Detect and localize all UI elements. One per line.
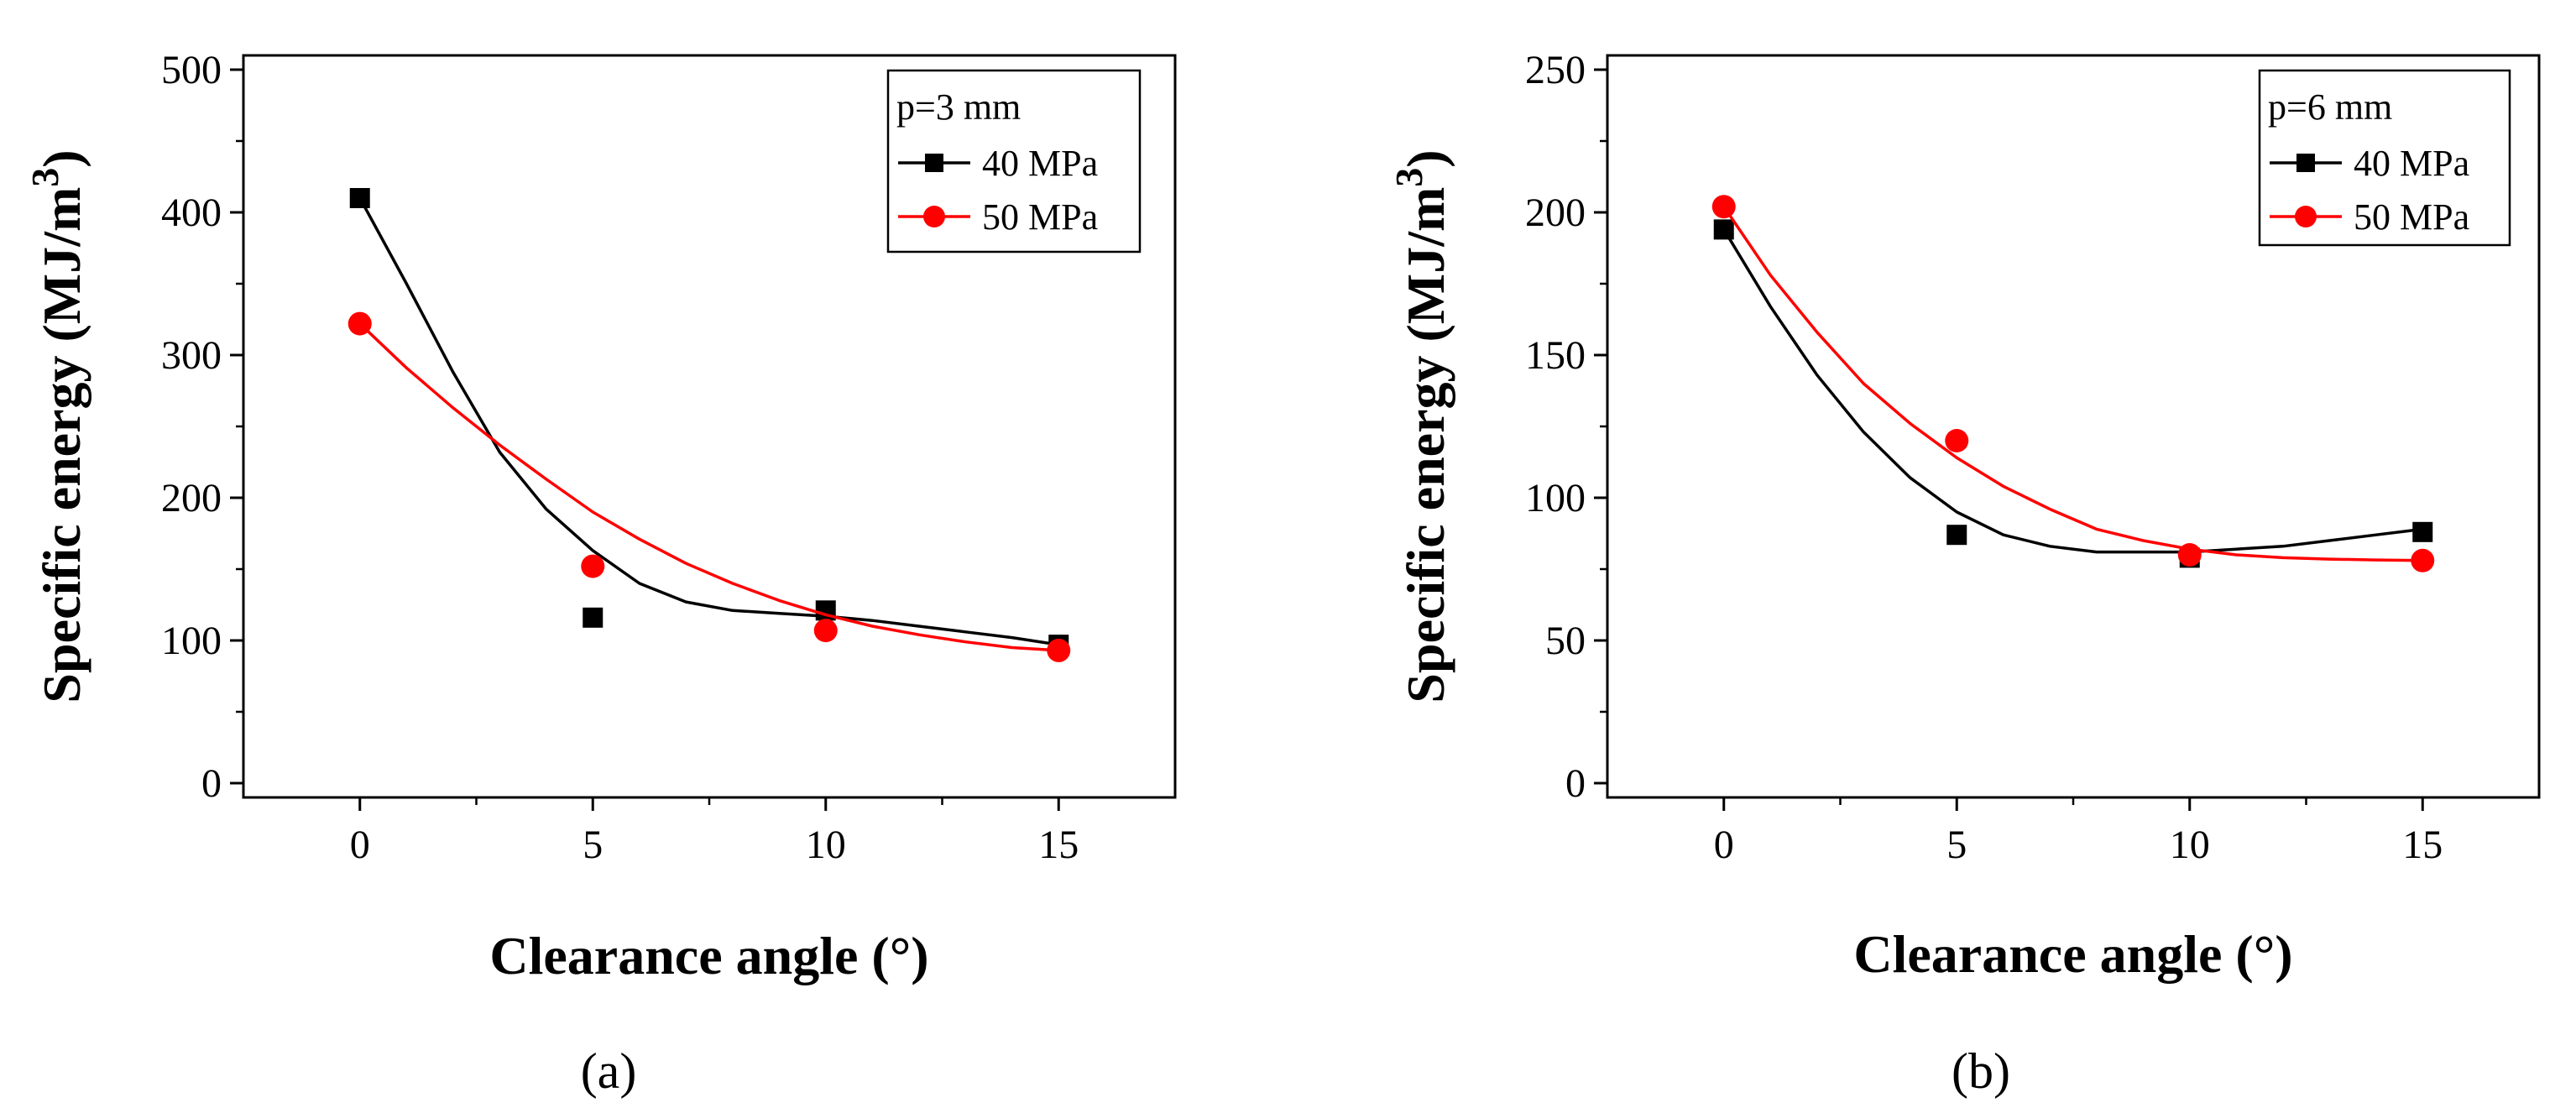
chart-a-legend-entry-50mpa: 50 MPa	[898, 196, 1098, 238]
chart-b-legend-entry-50mpa-label: 50 MPa	[2354, 196, 2469, 238]
chart-a-series-50mpa-point	[1047, 638, 1071, 662]
chart-a-ytick-label: 200	[161, 476, 222, 520]
chart-a-y-axis-title-close: )	[32, 149, 91, 167]
chart-b-series-50mpa-point	[1945, 429, 1969, 452]
chart-a-y-axis-title-main: Specific energy (MJ/m	[32, 187, 91, 703]
chart-a-xtick-label: 5	[583, 823, 603, 867]
chart-b-legend-entry-40mpa-marker	[2296, 154, 2315, 172]
chart-a-xtick-label: 0	[350, 823, 370, 867]
chart-b-legend-title: p=6 mm	[2268, 86, 2392, 128]
chart-a-ytick-label: 400	[161, 191, 222, 235]
chart-b-series-50mpa-point	[1711, 195, 1736, 219]
chart-b-series-40mpa-point	[1946, 525, 1967, 546]
chart-b-x-axis-title: Clearance angle (°)	[1853, 924, 2292, 984]
chart-b-ytick-label: 100	[1525, 476, 1586, 520]
chart-b-series-50mpa-fit-line	[1722, 206, 2423, 562]
chart-a-legend-entry-50mpa-marker	[923, 206, 945, 227]
chart-b-legend-entry-40mpa: 40 MPa	[2270, 143, 2469, 184]
chart-b-panel-label: (b)	[1952, 1043, 2010, 1099]
chart-a-xtick-label: 15	[1038, 823, 1079, 867]
chart-b-series-40mpa-point	[1713, 219, 1734, 240]
chart-b-xtick-label: 0	[1714, 823, 1734, 867]
chart-a-series-40mpa-fit-line	[358, 197, 1059, 646]
chart-b-series-40mpa	[1713, 219, 2433, 568]
chart-b-xtick-label: 15	[2402, 823, 2443, 867]
chart-a-series-40mpa-point	[583, 607, 604, 628]
chart-a-series-50mpa-point	[347, 311, 372, 336]
chart-b-y-axis-title-main: Specific energy (MJ/m	[1396, 187, 1455, 703]
chart-b-xtick-label: 10	[2170, 823, 2210, 867]
chart-b-series-40mpa-fit-line	[1722, 228, 2423, 554]
chart-a-legend-title: p=3 mm	[896, 86, 1021, 128]
chart-b-y-axis-title: Specific energy (MJ/m3)	[1387, 149, 1455, 703]
chart-a-legend: p=3 mm 40 MPa 50 MPa	[886, 69, 1142, 253]
chart-a-ytick-label: 100	[161, 619, 222, 663]
chart-b-series-40mpa-point	[2412, 521, 2433, 542]
chart-a-series-40mpa-point	[349, 188, 370, 208]
chart-a-y-axis-title: Specific energy (MJ/m3)	[24, 149, 91, 703]
chart-b-legend-entry-50mpa-marker	[2295, 206, 2317, 227]
chart-a-y-axis-title-sup: 3	[24, 168, 66, 187]
chart-a-ytick-label: 500	[161, 48, 222, 92]
chart-b-series-50mpa-point	[2177, 543, 2202, 567]
chart-b-ytick-label: 0	[1565, 761, 1586, 806]
chart-a-legend-entry-40mpa-label: 40 MPa	[982, 143, 1098, 184]
chart-a-panel-label: (a)	[581, 1043, 637, 1099]
chart-b-y-axis-title-sup: 3	[1387, 168, 1430, 187]
chart-b-legend-entry-50mpa: 50 MPa	[2270, 196, 2469, 238]
chart-b-ytick-label: 150	[1525, 333, 1586, 378]
chart-a-xtick-label: 10	[806, 823, 846, 867]
chart-b-ytick-label: 250	[1525, 48, 1586, 92]
chart-a: 0 100 200 300 400 500 0 5 10 15 Clearance angle (°…	[24, 48, 1177, 1099]
chart-b-series-50mpa-point	[2411, 548, 2435, 572]
chart-b-xtick-label: 5	[1946, 823, 1967, 867]
chart-a-legend-entry-50mpa-label: 50 MPa	[982, 196, 1098, 238]
chart-a-x-axis-title: Clearance angle (°)	[489, 926, 928, 985]
chart-a-series-50mpa-point	[813, 619, 838, 643]
chart-a-legend-entry-40mpa-marker	[925, 154, 943, 172]
chart-b-ytick-label: 50	[1545, 619, 1586, 663]
chart-b-legend: p=6 mm 40 MPa 50 MPa	[2258, 69, 2511, 247]
chart-b-ytick-label: 200	[1525, 191, 1586, 235]
chart-a-series-50mpa-fit-line	[358, 322, 1059, 652]
chart-a-ytick-label: 0	[201, 761, 222, 806]
chart-a-ytick-label: 300	[161, 333, 222, 378]
chart-b-y-axis-title-close: )	[1396, 149, 1455, 167]
chart-a-series-50mpa	[347, 311, 1071, 662]
chart-b-series-50mpa	[1711, 195, 2435, 572]
chart-a-legend-entry-40mpa: 40 MPa	[898, 143, 1098, 184]
chart-b: 0 50 100 150 200 250 0 5 10 15 Clearance angle (°)…	[1387, 48, 2541, 1099]
chart-a-series-40mpa	[349, 188, 1069, 656]
chart-a-series-50mpa-point	[581, 554, 605, 578]
chart-b-legend-entry-40mpa-label: 40 MPa	[2354, 143, 2469, 184]
